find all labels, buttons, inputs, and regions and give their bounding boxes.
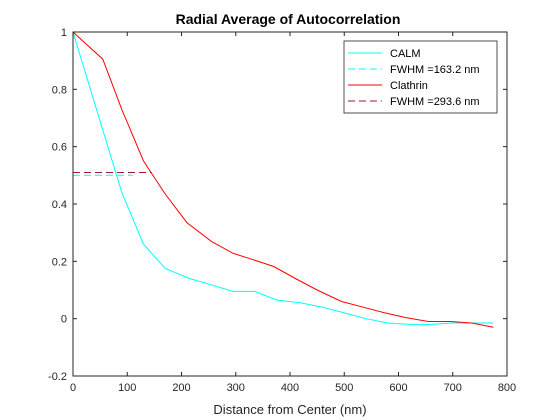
legend-label-2: Clathrin: [390, 80, 428, 92]
series-layer: [72, 31, 494, 328]
legend-label-1: FWHM =163.2 nm: [390, 64, 480, 76]
series-line-2: [72, 31, 494, 328]
x-tick-label-5: 500: [335, 382, 353, 394]
x-tick-label-4: 400: [281, 382, 299, 394]
y-tick-label-5: 0.8: [52, 84, 67, 96]
x-tick-label-7: 700: [444, 382, 462, 394]
y-tick-label-3: 0.4: [52, 199, 67, 211]
x-tick-label-1: 100: [118, 382, 136, 394]
x-tick-label-3: 300: [227, 382, 245, 394]
legend-label-0: CALM: [390, 48, 421, 60]
x-tick-label-0: 0: [70, 382, 76, 394]
x-axis-ticks: 0 100 200 300 400 500 600 700 800: [70, 32, 516, 394]
y-axis-ticks: -0.2 0 0.2 0.4 0.6 0.8 1: [48, 27, 507, 383]
x-axis-label: Distance from Center (nm): [213, 402, 366, 417]
y-tick-label-6: 1: [61, 27, 67, 39]
x-tick-label-6: 600: [389, 382, 407, 394]
legend-label-3: FWHM =293.6 nm: [390, 96, 480, 108]
y-tick-label-2: 0.2: [52, 256, 67, 268]
chart-title: Radial Average of Autocorrelation: [176, 11, 401, 27]
y-tick-label-0: -0.2: [48, 371, 67, 383]
legend: CALM FWHM =163.2 nm Clathrin FWHM =293.6 nm: [343, 40, 498, 114]
x-tick-label-8: 800: [498, 382, 516, 394]
y-tick-label-1: 0: [61, 314, 67, 326]
series-line-0: [72, 31, 494, 325]
x-tick-label-2: 200: [172, 382, 190, 394]
y-tick-label-4: 0.6: [52, 142, 67, 154]
